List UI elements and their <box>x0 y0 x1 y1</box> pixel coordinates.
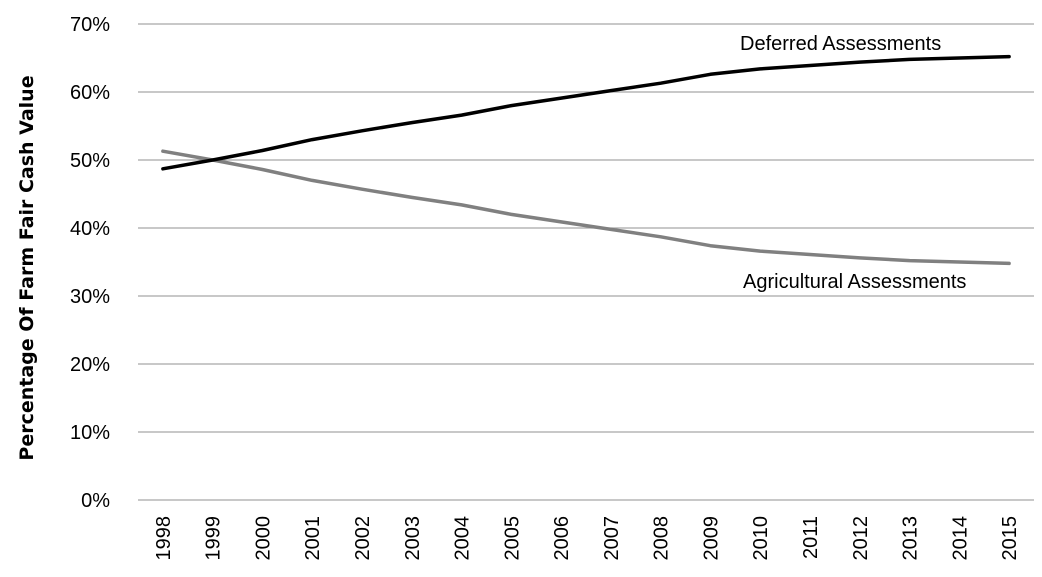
x-tick-label: 2006 <box>551 516 573 561</box>
y-tick-label: 70% <box>70 14 110 36</box>
x-tick-label: 2001 <box>302 516 324 561</box>
x-tick-label: 2014 <box>949 516 971 561</box>
y-tick-label: 30% <box>70 286 110 308</box>
x-tick-label: 2015 <box>999 516 1021 561</box>
series-label-agricultural: Agricultural Assessments <box>743 271 966 293</box>
x-tick-label: 2005 <box>501 516 523 561</box>
x-tick-label: 2009 <box>700 516 722 561</box>
x-tick-label: 2000 <box>252 516 274 561</box>
y-tick-label: 60% <box>70 82 110 104</box>
y-tick-label: 20% <box>70 354 110 376</box>
series-label-deferred: Deferred Assessments <box>740 33 941 55</box>
y-tick-label: 0% <box>81 490 110 512</box>
x-tick-label: 2011 <box>800 516 822 559</box>
x-tick-label: 2003 <box>402 516 424 561</box>
y-axis-label: Percentage Of Farm Fair Cash Value <box>16 75 38 460</box>
x-tick-label: 2010 <box>750 516 772 561</box>
x-tick-label: 2012 <box>850 516 872 561</box>
series-line-deferred-assessments <box>161 54 1011 171</box>
x-axis-ticks: 1998 1999 2000 2001 2002 2003 2004 2005 2006 2007… <box>153 516 1021 561</box>
series-line-agricultural-assessments <box>161 149 1011 266</box>
x-tick-label: 1998 <box>153 516 175 561</box>
y-tick-label: 10% <box>70 422 110 444</box>
y-axis-ticks: 0% 10% 20% 30% 40% 50% 60% 70% <box>70 14 110 512</box>
x-tick-label: 2004 <box>452 516 474 561</box>
x-tick-label: 2013 <box>900 516 922 561</box>
x-tick-label: 1999 <box>203 516 225 561</box>
x-tick-label: 2008 <box>651 516 673 561</box>
series-lines <box>161 54 1011 266</box>
y-tick-label: 50% <box>70 150 110 172</box>
x-tick-label: 2002 <box>352 516 374 561</box>
y-tick-label: 40% <box>70 218 110 240</box>
x-tick-label: 2007 <box>601 516 623 561</box>
gridlines <box>138 23 1034 501</box>
